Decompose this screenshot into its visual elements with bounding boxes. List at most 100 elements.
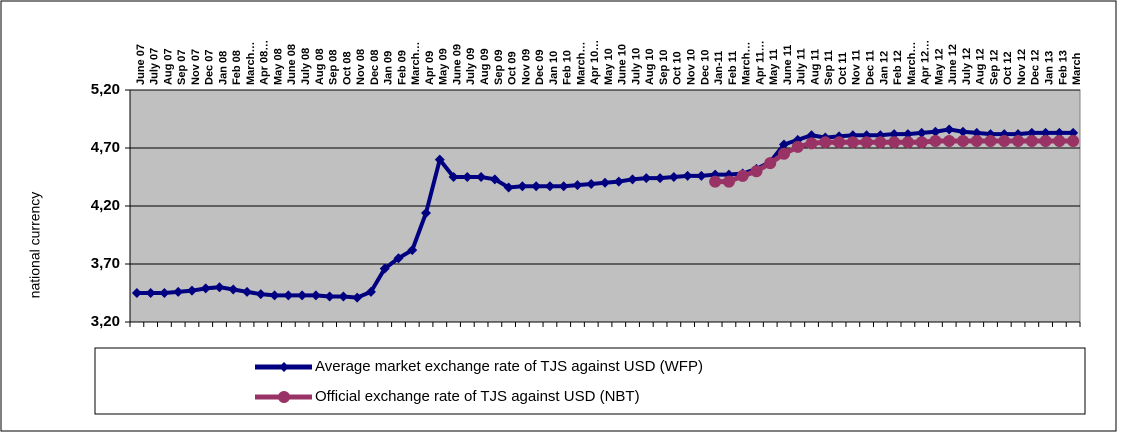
marker [489,174,500,185]
marker [696,170,707,181]
marker [214,282,225,293]
x-tick-label: Dec 09 [534,50,546,85]
x-tick-label: May 10 [603,48,615,85]
x-tick-label: Aug 09 [479,48,491,85]
marker [365,286,376,297]
x-tick-label: Jan-11 [713,51,725,85]
legend-marker [279,362,289,372]
x-tick-label: Feb 13 [1057,50,1069,85]
marker [1053,135,1066,148]
marker [860,136,873,149]
marker [874,136,887,149]
marker [242,286,253,297]
x-tick-label: March… [410,42,422,85]
marker [901,136,914,149]
marker [613,176,624,187]
x-tick-label: Nov 12 [1016,49,1028,85]
x-tick-label: Apr 10… [589,40,601,85]
marker [916,127,927,138]
x-tick-label: Sep 11 [823,50,835,85]
x-tick-label: June 09 [451,44,463,85]
x-tick-label: March… [245,42,257,85]
marker [1025,135,1038,148]
x-tick-label: Apr 12… [920,40,932,85]
x-tick-label: July 12 [961,48,973,85]
x-tick-label: Aug 11 [809,49,821,85]
x-tick-label: July 09 [465,48,477,85]
x-tick-label: Aug 12 [975,48,987,85]
marker [324,291,335,302]
x-tick-label: Dec 07 [204,50,216,85]
marker [159,288,170,298]
marker [736,169,749,182]
x-tick-label: May 12 [933,48,945,85]
marker [778,139,789,150]
x-tick-label: Oct 09 [507,51,519,85]
x-tick-label: Dec 11 [865,50,877,85]
marker [352,292,363,303]
marker [338,291,349,302]
legend-marker [278,391,290,403]
x-tick-label: Sep 09 [493,50,505,85]
marker [819,136,832,149]
marker [970,135,983,148]
marker [297,290,308,301]
marker [283,290,294,301]
x-tick-label: June 12 [947,44,959,85]
marker [572,180,583,191]
legend-label: Official exchange rate of TJS against US… [315,388,640,405]
x-tick-label: Feb 11 [727,51,739,85]
marker [833,136,846,149]
marker [627,174,638,185]
x-tick-label: June 08 [286,44,298,85]
marker [1068,127,1079,138]
x-tick-label: Sep 10 [658,50,670,85]
marker [655,173,666,184]
x-tick-label: Apr 08… [259,40,271,85]
x-tick-label: March… [741,42,753,85]
x-tick-label: Nov 08 [355,49,367,85]
marker [586,178,597,189]
x-tick-label: Feb 09 [396,50,408,85]
y-tick-label: 4,70 [91,139,120,156]
marker [558,181,569,192]
y-tick-label: 3,70 [91,255,120,272]
marker [600,177,610,188]
marker [531,181,542,192]
marker [888,136,901,149]
marker [421,207,432,218]
y-axis-label: national currency [27,192,43,299]
legend [94,347,1086,415]
x-tick-label: March… [906,42,918,85]
x-tick-label: March [1071,52,1083,85]
marker [889,129,900,140]
x-tick-label: June 07 [135,44,147,85]
marker [998,135,1011,148]
marker [777,147,790,160]
x-tick-label: Sep 08 [328,50,340,85]
marker [1054,127,1065,138]
marker [173,286,184,297]
y-tick-label: 3,20 [91,313,120,330]
marker [228,284,239,295]
x-tick-label: July 10 [630,48,642,85]
marker [1067,135,1080,148]
x-tick-label: Jan 09 [383,51,395,85]
x-tick-label: Jan 12 [878,51,890,85]
marker [503,182,514,193]
marker [1026,127,1037,138]
marker [200,283,211,294]
x-tick-label: Feb 08 [231,50,243,85]
marker [379,263,390,274]
x-tick-label: Jan 08 [217,51,229,85]
x-tick-label: Apr 11… [754,40,766,85]
marker [544,181,555,192]
marker [791,140,804,153]
marker [145,288,156,298]
x-tick-label: March… [575,42,587,85]
x-tick-label: Apr 09 [424,51,436,85]
marker [943,135,956,148]
marker [393,253,404,264]
x-tick-label: Aug 08 [314,48,326,85]
